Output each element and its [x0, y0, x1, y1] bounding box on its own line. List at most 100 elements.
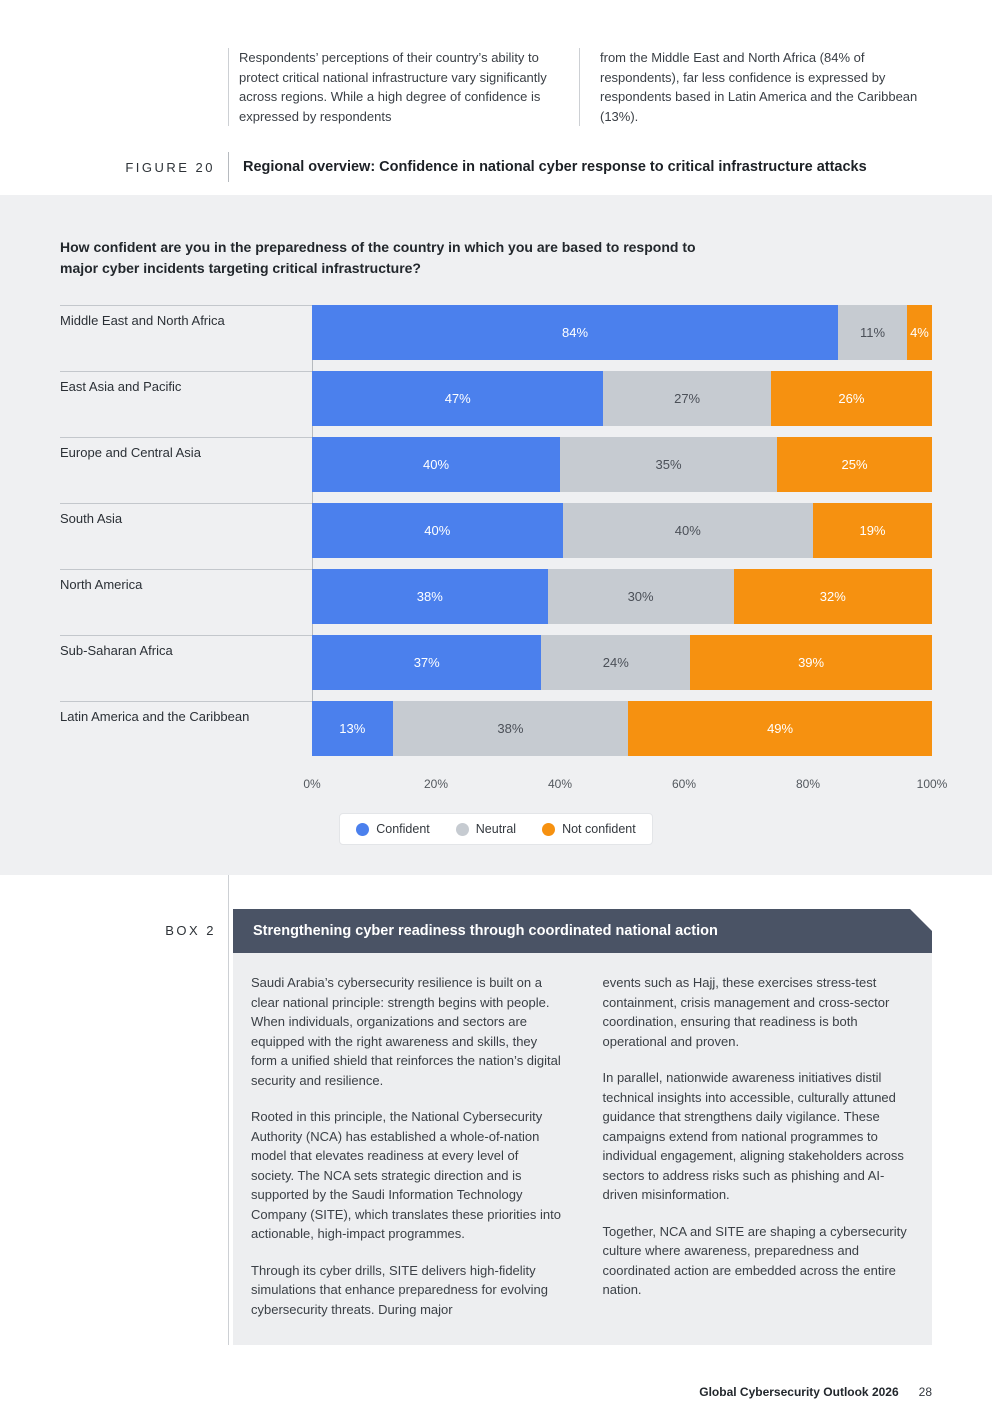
bar-segment-neutral: 30%	[547, 569, 734, 624]
bar-area: 37% 24% 39%	[312, 635, 932, 690]
region-label: Sub-Saharan Africa	[60, 635, 312, 701]
intro-paragraph-left: Respondents’ perceptions of their countr…	[239, 50, 547, 124]
region-label: East Asia and Pacific	[60, 371, 312, 437]
column-divider	[579, 48, 580, 126]
chart-row: East Asia and Pacific 47% 27% 26%	[60, 371, 933, 437]
region-label: Middle East and North Africa	[60, 305, 312, 371]
box2-paragraph: Together, NCA and SITE are shaping a cyb…	[602, 1223, 907, 1298]
x-axis-tick: 100%	[916, 777, 948, 791]
bar-segment-neutral: 35%	[560, 437, 777, 492]
bar-segment-neutral: 24%	[541, 635, 691, 690]
legend-wrap: Confident Neutral Not confident	[60, 813, 932, 845]
bar-segment-confident: 40%	[312, 503, 563, 558]
chart-row: South Asia 40% 40% 19%	[60, 503, 932, 569]
bar-value-label: 4%	[910, 325, 929, 340]
region-label: North America	[60, 569, 312, 635]
bar-value-label: 27%	[674, 391, 701, 406]
bar-segment-not-confident: 39%	[690, 635, 932, 690]
bar-segment-confident: 40%	[312, 437, 560, 492]
bar-value-label: 39%	[798, 655, 825, 670]
x-axis-tick: 40%	[547, 777, 573, 791]
bar-value-label: 47%	[444, 391, 471, 406]
bar-value-label: 38%	[416, 589, 443, 604]
region-label: Europe and Central Asia	[60, 437, 312, 503]
bar-segment-confident: 37%	[312, 635, 542, 690]
stacked-bar-chart: Middle East and North Africa 84% 11% 4% East…	[60, 305, 947, 845]
chart-row: Latin America and the Caribbean 13% 38% 49%	[60, 701, 932, 767]
bar-segment-neutral: 27%	[603, 371, 771, 426]
bar-segment-not-confident: 4%	[906, 305, 932, 360]
x-axis-tick: 60%	[671, 777, 697, 791]
legend-dot-icon	[356, 822, 370, 836]
legend-dot-icon	[542, 822, 556, 836]
x-axis: 0% 20% 40% 60% 80% 100%	[303, 777, 947, 797]
chart-section: How confident are you in the preparednes…	[0, 195, 992, 875]
bar-value-label: 26%	[838, 391, 865, 406]
bar-segment-not-confident: 19%	[813, 503, 932, 558]
bar-value-label: 25%	[841, 457, 868, 472]
box2-right-column: events such as Hajj, these exercises str…	[603, 973, 915, 1319]
figure-caption: FIGURE 20 Regional overview: Confidence …	[0, 152, 992, 182]
bar-segment-neutral: 11%	[838, 305, 907, 360]
x-axis-tick: 80%	[795, 777, 821, 791]
bar-segment-not-confident: 26%	[770, 371, 933, 426]
region-label: Latin America and the Caribbean	[60, 701, 312, 767]
bar-segment-not-confident: 49%	[628, 701, 932, 756]
figure-title: Regional overview: Confidence in nationa…	[243, 159, 867, 175]
bar-value-label: 19%	[859, 523, 886, 538]
bar-value-label: 49%	[767, 721, 794, 736]
legend-label: Neutral	[475, 822, 517, 836]
legend-item: Confident	[356, 822, 430, 836]
bar-segment-not-confident: 25%	[777, 437, 932, 492]
bar-value-label: 84%	[562, 325, 589, 340]
bar-value-label: 11%	[859, 325, 886, 340]
chart-rows: Middle East and North Africa 84% 11% 4% East…	[60, 305, 933, 767]
legend-label: Not confident	[562, 822, 636, 836]
bar-value-label: 40%	[424, 523, 451, 538]
page-footer: Global Cybersecurity Outlook 2026 28	[0, 1385, 932, 1399]
bar-segment-confident: 84%	[312, 305, 839, 360]
x-axis-tick: 20%	[423, 777, 449, 791]
bar-value-label: 32%	[819, 589, 846, 604]
box2-title: Strengthening cyber readiness through co…	[233, 909, 932, 953]
page-number: 28	[918, 1385, 932, 1399]
legend-item: Not confident	[542, 822, 636, 836]
legend-label: Confident	[376, 822, 430, 836]
chart-legend: Confident Neutral Not confident	[339, 813, 653, 845]
chart-row: Europe and Central Asia 40% 35% 25%	[60, 437, 932, 503]
bar-value-label: 35%	[655, 457, 682, 472]
bar-area: 40% 35% 25%	[312, 437, 932, 492]
bar-segment-confident: 13%	[312, 701, 393, 756]
chart-question: How confident are you in the preparednes…	[60, 239, 696, 276]
intro-section: Respondents’ perceptions of their countr…	[228, 48, 932, 126]
chart-row: Middle East and North Africa 84% 11% 4%	[60, 305, 932, 371]
box-number-label: BOX 2	[165, 923, 216, 938]
legend-item: Neutral	[455, 822, 517, 836]
box2-left-column: Saudi Arabia’s cybersecurity resilience …	[251, 973, 563, 1319]
bar-segment-neutral: 40%	[562, 503, 813, 558]
bar-segment-confident: 38%	[312, 569, 548, 624]
box2-paragraph: In parallel, nationwide awareness initia…	[602, 1070, 904, 1202]
report-title: Global Cybersecurity Outlook 2026	[699, 1385, 899, 1399]
box2-body: Saudi Arabia’s cybersecurity resilience …	[233, 953, 932, 1345]
bar-value-label: 40%	[422, 457, 450, 472]
box2-paragraph: Rooted in this principle, the National C…	[251, 1109, 561, 1241]
box2-section: BOX 2 Strengthening cyber readiness thro…	[165, 875, 932, 1345]
box2-paragraph: events such as Hajj, these exercises str…	[602, 975, 890, 1049]
chart-row: Sub-Saharan Africa 37% 24% 39%	[60, 635, 932, 701]
figure-number-label: FIGURE 20	[125, 159, 215, 175]
bar-segment-not-confident: 32%	[733, 569, 932, 624]
x-axis-tick: 0%	[303, 777, 321, 791]
bar-value-label: 30%	[627, 589, 654, 604]
bar-area: 13% 38% 49%	[312, 701, 932, 756]
intro-paragraph-right: from the Middle East and North Africa (8…	[600, 50, 918, 124]
bar-segment-neutral: 38%	[392, 701, 629, 756]
bar-value-label: 37%	[413, 655, 440, 670]
bar-value-label: 24%	[602, 655, 629, 670]
bar-value-label: 40%	[674, 523, 701, 538]
bar-area: 40% 40% 19%	[312, 503, 932, 558]
bar-area: 47% 27% 26%	[312, 371, 933, 426]
legend-dot-icon	[455, 822, 469, 836]
bar-segment-confident: 47%	[312, 371, 604, 426]
